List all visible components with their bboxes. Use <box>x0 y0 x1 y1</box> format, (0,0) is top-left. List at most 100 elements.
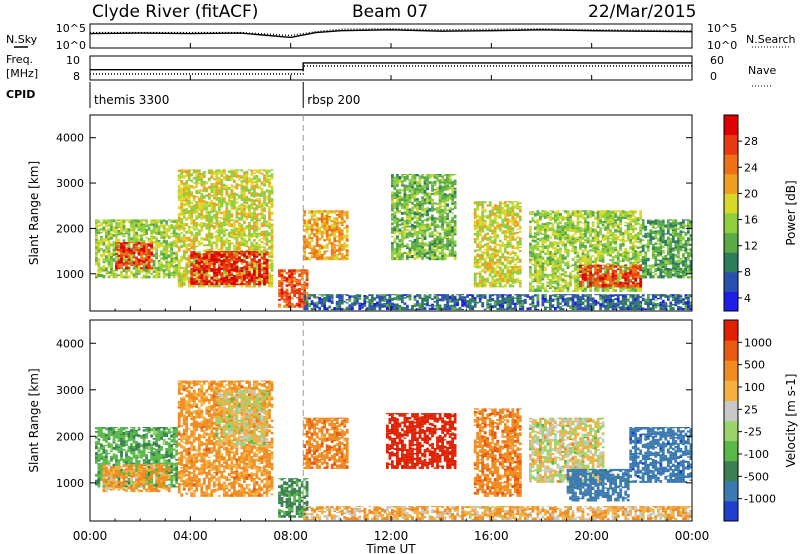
scatter-cell <box>323 307 327 311</box>
scatter-cell <box>117 238 121 242</box>
scatter-cell <box>243 189 246 192</box>
scatter-cell <box>192 224 196 226</box>
scatter-cell <box>177 262 181 264</box>
scatter-cell <box>170 250 174 253</box>
scatter-cell <box>508 296 512 299</box>
scatter-cell <box>253 248 256 252</box>
scatter-cell <box>381 303 384 305</box>
scatter-cell <box>195 201 199 204</box>
scatter-cell <box>473 225 477 227</box>
scatter-cell <box>170 221 174 223</box>
scatter-cell <box>503 235 507 238</box>
scatter-cell <box>554 242 557 246</box>
scatter-cell <box>220 239 224 243</box>
scatter-cell <box>233 258 236 261</box>
scatter-cell <box>551 242 555 245</box>
scatter-cell <box>641 307 645 311</box>
scatter-cell <box>498 294 502 296</box>
scatter-cell <box>677 305 680 309</box>
scatter-cell <box>546 278 550 281</box>
scatter-cell <box>318 294 322 296</box>
scatter-cell <box>511 209 515 213</box>
scatter-cell <box>235 174 239 178</box>
scatter-cell <box>373 297 377 301</box>
scatter-cell <box>343 308 347 311</box>
scatter-cell <box>187 169 191 171</box>
scatter-cell <box>228 281 231 284</box>
scatter-cell <box>187 270 191 273</box>
scatter-cell <box>200 198 204 200</box>
scatter-cell <box>235 247 239 251</box>
scatter-cell <box>220 236 224 240</box>
scatter-cell <box>391 177 394 180</box>
scatter-cell <box>308 252 311 254</box>
scatter-cell <box>145 219 148 223</box>
scatter-cell <box>541 210 545 214</box>
scatter-cell <box>561 231 565 234</box>
scatter-cell <box>421 208 424 212</box>
scatter-cell <box>431 231 434 235</box>
scatter-cell <box>486 247 490 252</box>
scatter-cell <box>333 307 337 311</box>
scatter-cell <box>488 262 492 266</box>
scatter-cell <box>290 269 294 271</box>
scatter-cell <box>446 306 449 309</box>
scatter-cell <box>496 207 500 211</box>
scatter-cell <box>641 297 645 302</box>
scatter-cell <box>185 257 189 261</box>
scatter-cell <box>122 222 126 226</box>
scatter-cell <box>207 232 211 237</box>
scatter-cell <box>300 271 304 275</box>
scatter-cell <box>230 284 234 288</box>
scatter-cell <box>308 210 311 212</box>
scatter-cell <box>185 169 189 174</box>
scatter-cell <box>102 226 106 230</box>
scatter-cell <box>187 272 191 275</box>
scatter-cell <box>551 294 555 297</box>
scatter-cell <box>481 214 485 217</box>
scatter-cell <box>215 180 219 183</box>
scatter-cell <box>147 268 151 271</box>
scatter-cell <box>248 279 251 282</box>
scatter-cell <box>428 307 432 311</box>
scatter-cell <box>228 220 231 223</box>
scatter-cell <box>506 280 510 283</box>
scatter-cell <box>498 258 502 260</box>
scatter-cell <box>258 185 261 190</box>
scatter-cell <box>345 254 349 256</box>
scatter-cell <box>611 299 615 303</box>
scatter-cell <box>310 216 314 218</box>
scatter-cell <box>451 308 454 311</box>
scatter-cell <box>446 212 449 217</box>
scatter-cell <box>501 210 505 215</box>
scatter-cell <box>220 198 224 201</box>
scatter-cell <box>513 205 517 209</box>
scatter-cell <box>308 245 311 247</box>
scatter-cell <box>295 302 299 305</box>
scatter-cell <box>370 298 374 303</box>
scatter-cell <box>391 218 394 221</box>
scatter-cell <box>135 262 138 265</box>
scatter-cell <box>536 233 540 236</box>
scatter-cell <box>386 304 389 307</box>
scatter-cell <box>288 282 291 284</box>
scatter-cell <box>290 278 294 281</box>
scatter-cell <box>411 184 414 187</box>
scatter-cell <box>210 218 214 223</box>
scatter-cell <box>225 215 229 218</box>
scatter-cell <box>285 277 289 281</box>
scatter-cell <box>268 284 271 288</box>
scatter-cell <box>305 272 309 274</box>
scatter-cell <box>205 261 209 265</box>
scatter-cell <box>581 306 585 311</box>
scatter-cell <box>175 234 179 238</box>
scatter-cell <box>393 214 397 217</box>
scatter-cell <box>255 184 259 187</box>
scatter-cell <box>418 294 422 297</box>
scatter-cell <box>318 247 322 251</box>
scatter-cell <box>436 175 439 178</box>
scatter-cell <box>210 252 214 255</box>
scatter-cell <box>483 270 487 274</box>
scatter-cell <box>140 242 143 245</box>
scatter-cell <box>345 216 349 220</box>
